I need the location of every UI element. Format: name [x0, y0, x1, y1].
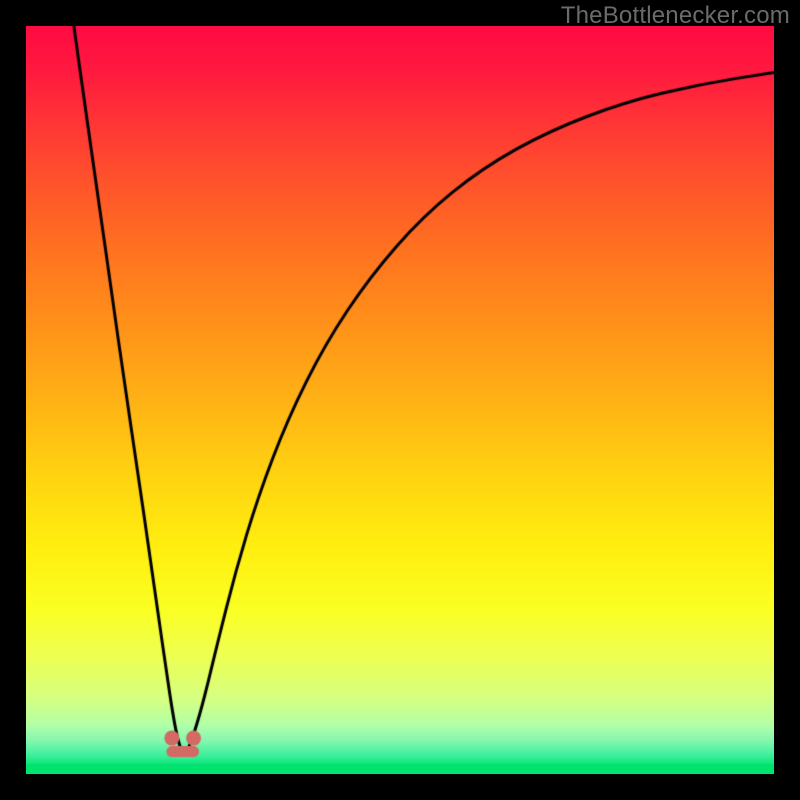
figure-root: { "watermark": { "text": "TheBottlenecke… [0, 0, 800, 800]
watermark-text: TheBottlenecker.com [561, 2, 790, 30]
plot-area [26, 26, 774, 774]
bottleneck-chart-canvas [26, 26, 774, 774]
